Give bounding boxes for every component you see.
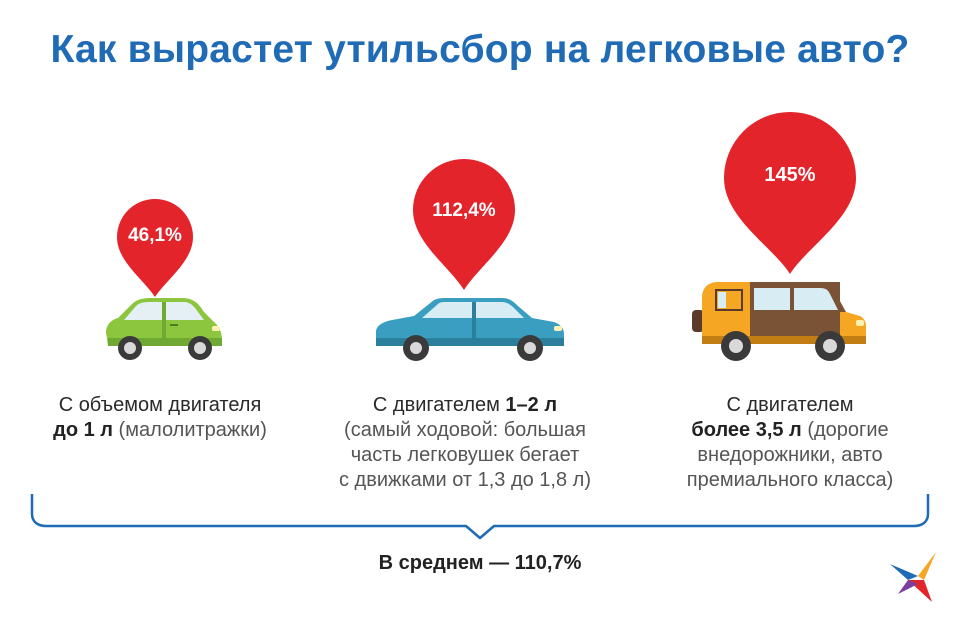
caption-large-engine: С двигателем более 3,5 л (дорогие внедор…: [650, 393, 930, 493]
bird-logo-icon: [888, 550, 940, 609]
caption-note: премиального класса): [686, 469, 894, 491]
engine-size: более 3,5 л: [691, 419, 802, 441]
caption-note: с движками от 1,3 до 1,8 л): [339, 469, 591, 491]
percentage-value: 112,4%: [432, 200, 496, 221]
suv-orange-icon: [692, 278, 870, 369]
caption-mid-engine: С двигателем 1–2 л (самый ходовой: больш…: [320, 393, 610, 493]
percentage-pin-large: 145%: [722, 112, 858, 274]
percentage-value: 145%: [764, 164, 816, 186]
percentage-pin-medium: 112,4%: [409, 158, 519, 290]
caption-line: до 1 л (малолитражки): [20, 418, 300, 443]
percentage-pin-small: 46,1%: [113, 197, 197, 297]
page-title: Как вырастет утильсбор на легковые авто?: [50, 28, 910, 71]
caption-line: С двигателем: [726, 394, 854, 416]
caption-note: (дорогие: [801, 419, 889, 441]
grouping-brace: [28, 492, 932, 547]
caption-note: (малолитражки): [112, 419, 267, 441]
percentage-value: 46,1%: [128, 225, 182, 246]
caption-line: С объемом двигателя: [58, 394, 262, 416]
caption-note: часть легковушек бегает: [350, 444, 580, 466]
caption-line: С двигателем 1–2 л: [372, 394, 558, 416]
caption-small-engine: С объемом двигателя до 1 л (малолитражки…: [20, 393, 300, 443]
average-summary: В среднем — 110,7%: [378, 552, 582, 574]
caption-note: (самый ходовой: большая: [344, 419, 586, 441]
caption-note: внедорожники, авто: [697, 444, 883, 466]
sedan-blue-icon: [372, 296, 568, 369]
engine-size: 1–2 л: [505, 394, 558, 416]
engine-size: до 1 л: [53, 419, 113, 441]
caption-line: более 3,5 л (дорогие: [650, 418, 930, 443]
compact-car-green-icon: [100, 296, 226, 369]
